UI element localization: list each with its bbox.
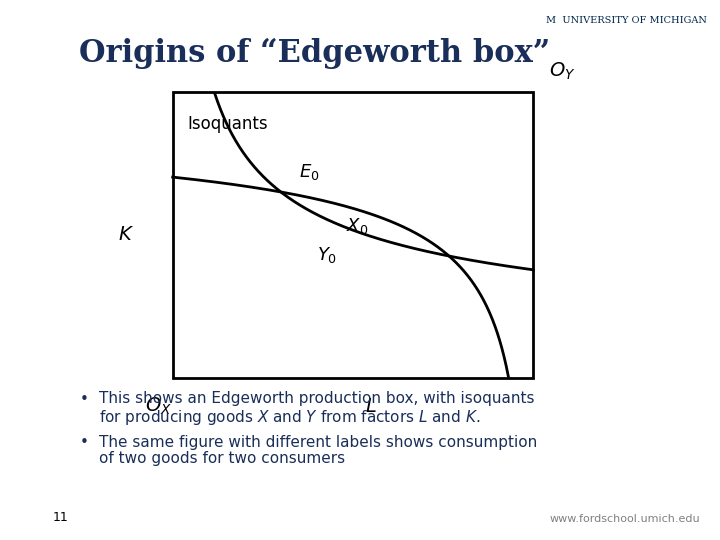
Text: The same figure with different labels shows consumption: The same figure with different labels sh… <box>99 435 538 450</box>
Text: $E_0$: $E_0$ <box>299 162 320 182</box>
Text: $O_X$: $O_X$ <box>145 396 172 417</box>
Text: •: • <box>79 435 88 450</box>
Text: $K$: $K$ <box>118 225 134 245</box>
Text: Origins of “Edgeworth box”: Origins of “Edgeworth box” <box>79 38 551 69</box>
Text: $X_0$: $X_0$ <box>346 217 368 237</box>
Text: GERALD R.: GERALD R. <box>16 65 25 106</box>
Bar <box>173 92 533 378</box>
Text: •: • <box>79 392 88 407</box>
Text: Isoquants: Isoquants <box>187 114 268 133</box>
Text: OF PUBLIC POLICY: OF PUBLIC POLICY <box>18 313 23 370</box>
Text: for producing goods $X$ and $Y$ from factors $L$ and $K$.: for producing goods $X$ and $Y$ from fac… <box>99 408 481 427</box>
Text: www.fordschool.umich.edu: www.fordschool.umich.edu <box>549 514 700 524</box>
Text: $L$: $L$ <box>365 397 377 416</box>
Text: Ford
School: Ford School <box>0 202 44 230</box>
Text: $O_Y$: $O_Y$ <box>549 61 575 83</box>
Text: of two goods for two consumers: of two goods for two consumers <box>99 451 346 466</box>
Text: This shows an Edgeworth production box, with isoquants: This shows an Edgeworth production box, … <box>99 392 535 407</box>
Text: M  UNIVERSITY OF MICHIGAN: M UNIVERSITY OF MICHIGAN <box>546 16 706 25</box>
Text: $Y_0$: $Y_0$ <box>317 245 337 265</box>
Text: 11: 11 <box>53 511 68 524</box>
